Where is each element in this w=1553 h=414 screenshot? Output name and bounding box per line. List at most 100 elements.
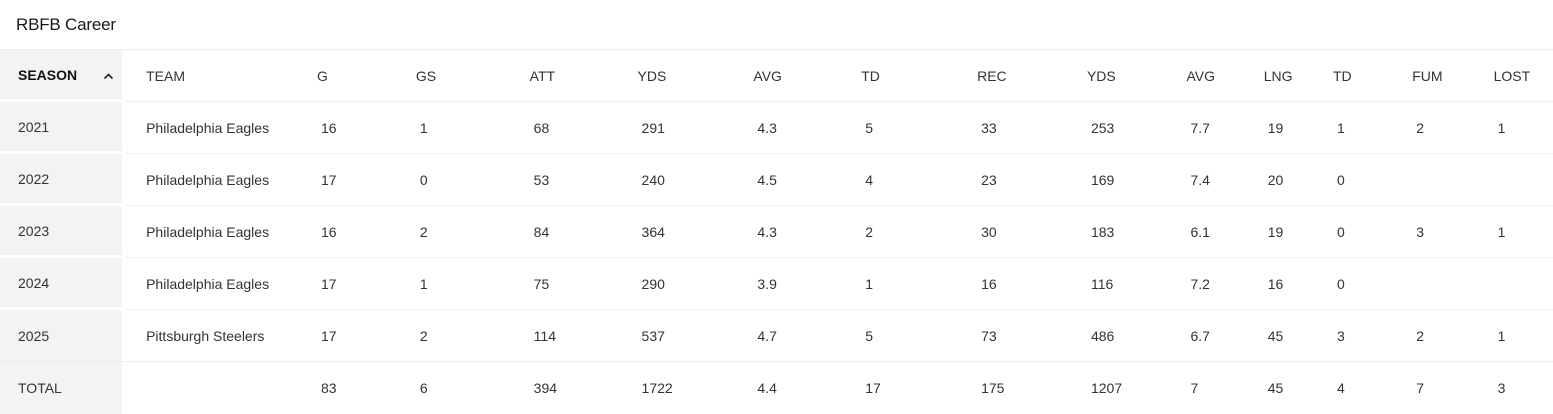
cell-rec-lng: 45: [1246, 310, 1318, 362]
cell-team: Pittsburgh Steelers: [125, 310, 296, 362]
cell-rush-yds: 240: [631, 154, 744, 206]
cell-rush-avg: 4.3: [743, 206, 856, 258]
cell-rec-td: 0: [1317, 154, 1397, 206]
cell-fumbles-lost: 1: [1477, 310, 1553, 362]
cell-rec-td: 0: [1317, 206, 1397, 258]
total-cell-rec-td: 4: [1336, 380, 1345, 396]
total-cell-receptions: 175: [981, 380, 1005, 396]
total-cell-season: TOTAL: [0, 362, 126, 414]
cell-rush-td: 4: [855, 154, 968, 206]
cell-games-started: 2: [407, 310, 520, 362]
column-header-fumbles[interactable]: FUM: [1396, 50, 1478, 102]
cell-season: 2023: [0, 206, 126, 258]
cell-receptions: 73: [967, 310, 1079, 362]
total-cell-games-started: 6: [419, 380, 428, 396]
total-cell-fumbles: 7: [1416, 380, 1425, 396]
column-header-team[interactable]: TEAM: [125, 50, 296, 102]
cell-games: 17: [295, 310, 408, 362]
card-header: RBFB Career: [0, 0, 1553, 50]
column-header-rec-yds[interactable]: YDS: [1078, 50, 1171, 102]
cell-rush-td: 2: [855, 206, 968, 258]
cell-team: Philadelphia Eagles: [125, 206, 296, 258]
column-header-fumbles-lost[interactable]: LOST: [1477, 50, 1553, 102]
cell-rush-att: 68: [519, 102, 632, 154]
column-header-rec-td[interactable]: TD: [1317, 50, 1397, 102]
cell-receptions: 30: [967, 206, 1079, 258]
cell-rush-att: 114: [519, 310, 632, 362]
table-row: 2022 Philadelphia Eagles 17 0 53 240 4.5 4 23 169…: [0, 154, 1553, 206]
column-header-season[interactable]: SEASON: [0, 50, 126, 102]
cell-rush-avg: 4.3: [743, 102, 856, 154]
cell-rush-avg: 3.9: [743, 258, 856, 310]
cell-team: Philadelphia Eagles: [125, 154, 296, 206]
cell-receptions: 33: [967, 102, 1079, 154]
column-header-rush-att[interactable]: ATT: [519, 50, 632, 102]
column-header-label: SEASON: [18, 66, 78, 83]
column-header-rec-avg[interactable]: AVG: [1170, 50, 1247, 102]
cell-rush-yds: 537: [631, 310, 744, 362]
table-row: 2023 Philadelphia Eagles 16 2 84 364 4.3 2 30 183…: [0, 206, 1553, 258]
cell-rec-lng: 20: [1246, 154, 1318, 206]
total-cell-fumbles-lost: 3: [1497, 380, 1506, 396]
column-header-games-started[interactable]: GS: [407, 50, 520, 102]
cell-fumbles: [1396, 154, 1478, 206]
cell-rush-td: 5: [855, 102, 968, 154]
cell-fumbles-lost: [1477, 154, 1553, 206]
cell-rush-td: 1: [855, 258, 968, 310]
cell-rush-td: 5: [855, 310, 968, 362]
column-header-rush-avg[interactable]: AVG: [743, 50, 856, 102]
cell-games-started: 0: [407, 154, 520, 206]
cell-team: Philadelphia Eagles: [125, 258, 296, 310]
total-cell-rush-yds: 1722: [641, 380, 673, 396]
total-cell-rec-yds: 1207: [1090, 380, 1123, 396]
total-cell-rush-att: 394: [533, 380, 558, 396]
cell-rec-yds: 116: [1078, 258, 1171, 310]
career-stats-table: SEASON TEAM G GS ATT YDS AVG TD REC YDS AVG LNG TD FU…: [0, 50, 1553, 414]
cell-season: 2021: [0, 102, 126, 154]
chevron-up-icon[interactable]: [103, 69, 114, 80]
cell-rush-att: 53: [519, 154, 632, 206]
cell-rec-td: 3: [1317, 310, 1397, 362]
cell-rec-avg: 6.1: [1170, 206, 1247, 258]
column-header-rec-lng[interactable]: LNG: [1246, 50, 1318, 102]
table-header-row: SEASON TEAM G GS ATT YDS AVG TD REC YDS AVG LNG TD FU…: [0, 50, 1553, 102]
cell-rush-yds: 364: [631, 206, 744, 258]
column-header-rush-yds[interactable]: YDS: [631, 50, 744, 102]
cell-rush-avg: 4.5: [743, 154, 856, 206]
cell-receptions: 23: [967, 154, 1079, 206]
total-cell-rec-lng: 45: [1267, 380, 1284, 396]
cell-rush-att: 84: [519, 206, 632, 258]
cell-rec-lng: 16: [1246, 258, 1318, 310]
total-cell-rush-avg: 4.4: [757, 380, 777, 396]
cell-fumbles: 3: [1396, 206, 1478, 258]
column-header-receptions[interactable]: REC: [967, 50, 1079, 102]
cell-fumbles: [1396, 258, 1478, 310]
cell-rec-yds: 169: [1078, 154, 1171, 206]
cell-fumbles-lost: 1: [1477, 206, 1553, 258]
cell-games: 16: [295, 102, 408, 154]
total-cell-rec-avg: 7: [1190, 380, 1199, 396]
cell-games: 16: [295, 206, 408, 258]
cell-season: 2024: [0, 258, 126, 310]
total-cell-rush-td: 17: [865, 380, 881, 396]
cell-fumbles: 2: [1396, 102, 1478, 154]
cell-games-started: 1: [407, 102, 520, 154]
table-row: 2025 Pittsburgh Steelers 17 2 114 537 4.7 5 73 48…: [0, 310, 1553, 362]
cell-games-started: 1: [407, 258, 520, 310]
cell-season: 2022: [0, 154, 126, 206]
cell-rush-att: 75: [519, 258, 632, 310]
cell-rec-lng: 19: [1246, 206, 1318, 258]
column-header-games[interactable]: G: [295, 50, 408, 102]
cell-rec-yds: 253: [1078, 102, 1171, 154]
cell-rec-yds: 183: [1078, 206, 1171, 258]
cell-rec-td: 1: [1317, 102, 1397, 154]
cell-rec-td: 0: [1317, 258, 1397, 310]
table-row: 2021 Philadelphia Eagles 16 1 68 291 4.3 5 33 253…: [0, 102, 1553, 154]
cell-rec-avg: 7.2: [1170, 258, 1247, 310]
column-header-rush-td[interactable]: TD: [855, 50, 968, 102]
total-row: TOTAL 83 6 394 1722 4.4 17 175 1207 7 45 4 7 3: [0, 362, 1553, 414]
cell-receptions: 16: [967, 258, 1079, 310]
page-title: RBFB Career: [16, 14, 116, 34]
cell-games-started: 2: [407, 206, 520, 258]
cell-fumbles-lost: 1: [1477, 102, 1553, 154]
